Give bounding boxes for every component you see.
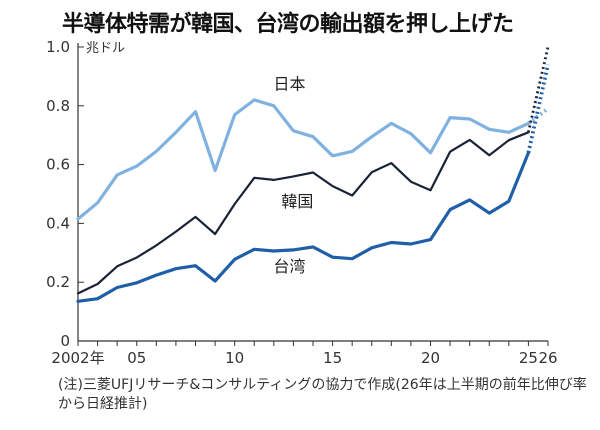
series-line-韓国 — [76, 131, 530, 295]
x-tick-label: 20 — [421, 349, 440, 367]
y-tick-label: 0.6 — [46, 156, 70, 174]
series-line-日本 — [76, 98, 531, 221]
projection-line-韓国 — [527, 46, 550, 133]
projection-line-台湾 — [526, 64, 550, 154]
series-label-韓国: 韓国 — [281, 192, 313, 211]
series-label-日本: 日本 — [273, 75, 305, 94]
series-line-台湾 — [76, 151, 531, 303]
x-tick-label: 25 — [519, 349, 538, 367]
x-tick-label: 05 — [127, 349, 146, 367]
x-tick-label: 10 — [225, 349, 244, 367]
projection-line-日本 — [527, 107, 550, 125]
y-tick-label: 1.0 — [46, 38, 70, 56]
y-tick-label: 0.4 — [46, 214, 70, 232]
y-tick-label: 0.2 — [46, 273, 70, 291]
y-tick-label: 0 — [60, 332, 70, 350]
series-label-台湾: 台湾 — [273, 257, 305, 276]
x-tick-label: 2002年 — [51, 349, 104, 367]
chart-note: (注)三菱UFJリサーチ&コンサルティングの協力で作成(26年は上半期の前年比伸… — [58, 377, 587, 412]
x-tick-label: 15 — [323, 349, 342, 367]
chart-title: 半導体特需が韓国、台湾の輸出額を押し上げた — [62, 12, 514, 37]
unit-label: 兆ドル — [86, 41, 125, 56]
x-tick-label: 26 — [538, 349, 557, 367]
y-tick-label: 0.8 — [46, 97, 70, 115]
